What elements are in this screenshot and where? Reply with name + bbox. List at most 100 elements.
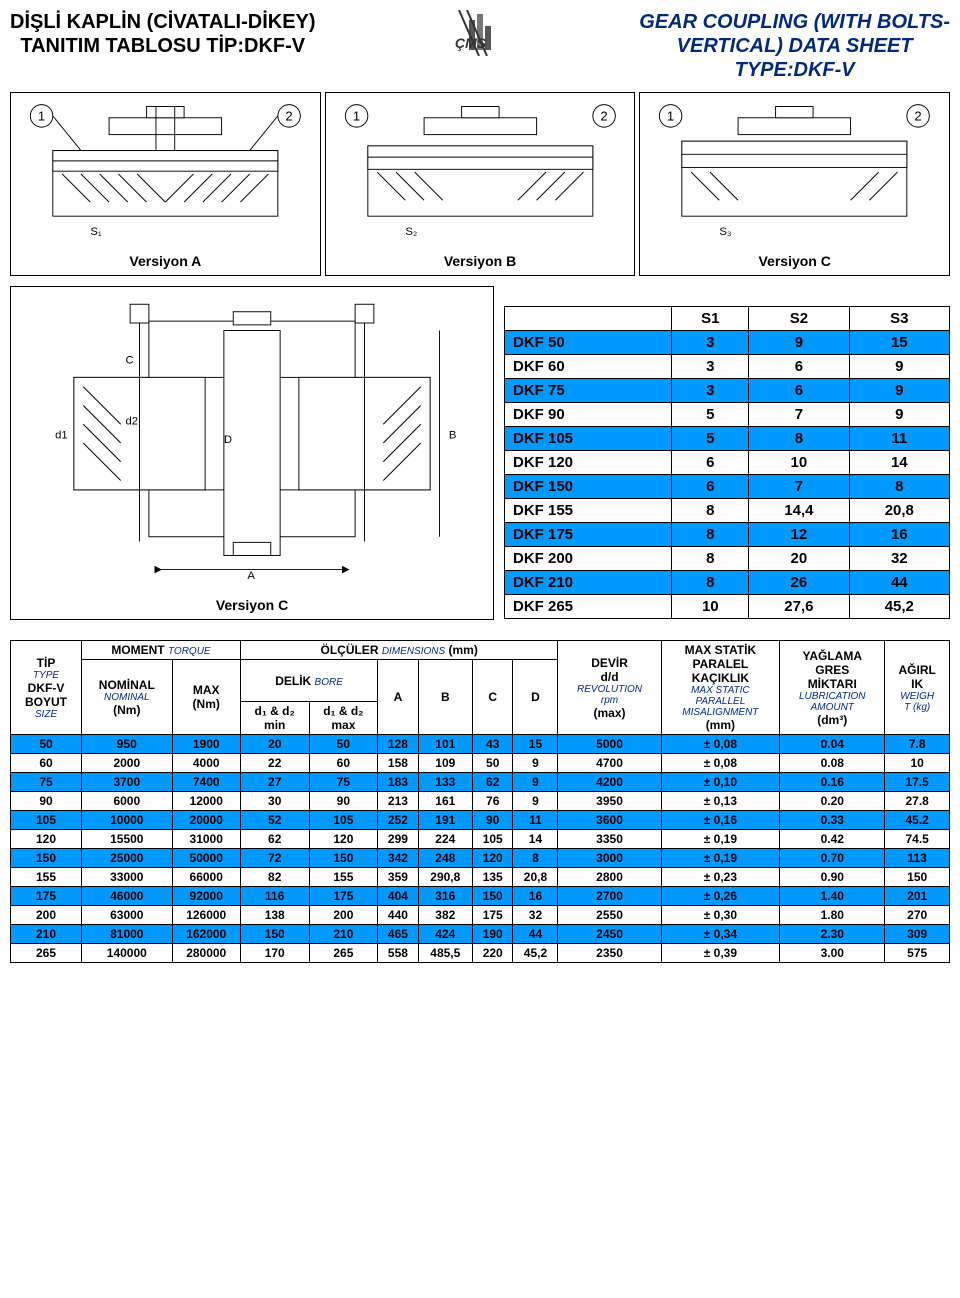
main-table-cell: 1.80: [780, 906, 885, 925]
main-table-cell: 138: [240, 906, 309, 925]
svg-text:2: 2: [285, 109, 292, 124]
version-a-label: Versiyon A: [129, 253, 201, 269]
s-table-cell: 8: [849, 475, 949, 499]
s-table-cell: 6: [672, 451, 749, 475]
main-table-cell: 201: [885, 887, 950, 906]
coupling-diagram-b-icon: 1 2 S₂: [332, 99, 629, 249]
s-table-cell: 20,8: [849, 499, 949, 523]
mid-section: C d1 d2 D B A Versiyon C S1 S2 S3 DKF 50…: [10, 286, 950, 620]
main-table-row: 1754600092000116175404316150162700± 0,26…: [11, 887, 950, 906]
main-table-cell: 210: [309, 925, 378, 944]
main-table-cell: ± 0,26: [661, 887, 780, 906]
hdr-D: D: [513, 660, 558, 735]
main-table-row: 10510000200005210525219190113600± 0,160.…: [11, 811, 950, 830]
main-table-cell: 424: [418, 925, 472, 944]
main-table-row: 753700740027751831336294200± 0,100.1617.…: [11, 773, 950, 792]
main-table-cell: 72: [240, 849, 309, 868]
hdr-misalign: MAX STATİK PARALEL KAÇIKLIK MAX STATIC P…: [661, 641, 780, 735]
svg-text:B: B: [449, 429, 457, 441]
s-table-cell: 8: [749, 427, 849, 451]
logo-icon: ÇMS: [449, 10, 505, 61]
s-table-blank: [505, 307, 672, 331]
main-table-cell: 270: [885, 906, 950, 925]
s-table-row: DKF 17581216: [505, 523, 950, 547]
title-right: GEAR COUPLING (WITH BOLTS- VERTICAL) DAT…: [639, 10, 950, 82]
s-table-row: DKF 90579: [505, 403, 950, 427]
main-table-cell: 46000: [82, 887, 173, 906]
main-table-cell: 3350: [558, 830, 661, 849]
s-table-cell: 12: [749, 523, 849, 547]
main-table-cell: 150: [240, 925, 309, 944]
s-table-h-s1: S1: [672, 307, 749, 331]
main-table-row: 155330006600082155359290,813520,82800± 0…: [11, 868, 950, 887]
main-table-cell: 60: [309, 754, 378, 773]
hdr-C: C: [472, 660, 512, 735]
main-table-cell: 485,5: [418, 944, 472, 963]
main-table-cell: 2.30: [780, 925, 885, 944]
s-table-cell: 5: [672, 403, 749, 427]
main-table-cell: 440: [378, 906, 418, 925]
s-table-row: DKF 12061014: [505, 451, 950, 475]
s-table-label: DKF 90: [505, 403, 672, 427]
main-table-cell: 11: [513, 811, 558, 830]
svg-text:S₃: S₃: [720, 226, 732, 238]
main-table-cell: 92000: [172, 887, 240, 906]
main-table-cell: 10: [885, 754, 950, 773]
s-table-label: DKF 175: [505, 523, 672, 547]
main-table-cell: 280000: [172, 944, 240, 963]
main-table-cell: 45.2: [885, 811, 950, 830]
svg-text:D: D: [224, 434, 232, 446]
hdr-lube: YAĞLAMA GRES MİKTARI LUBRICATION AMOUNT …: [780, 641, 885, 735]
s-table-cell: 9: [849, 403, 949, 427]
main-table-cell: 44: [513, 925, 558, 944]
s-table-label: DKF 60: [505, 355, 672, 379]
main-table-cell: 183: [378, 773, 418, 792]
main-table-cell: 9: [513, 792, 558, 811]
main-table-row: 20063000126000138200440382175322550± 0,3…: [11, 906, 950, 925]
s-table-cell: 3: [672, 379, 749, 403]
version-c-large-label: Versiyon C: [216, 597, 288, 613]
main-table-cell: 0.20: [780, 792, 885, 811]
main-table-cell: 200: [11, 906, 82, 925]
s-table-cell: 3: [672, 355, 749, 379]
s-table-cell: 44: [849, 571, 949, 595]
svg-text:S₂: S₂: [405, 226, 417, 238]
coupling-section-icon: C d1 d2 D B A: [17, 293, 487, 593]
s-table-label: DKF 150: [505, 475, 672, 499]
main-table-cell: 50: [11, 735, 82, 754]
s-table-label: DKF 120: [505, 451, 672, 475]
main-table-cell: ± 0,16: [661, 811, 780, 830]
version-b-label: Versiyon B: [444, 253, 516, 269]
main-table-cell: 120: [11, 830, 82, 849]
coupling-diagram-c-icon: 1 2 S₃: [646, 99, 943, 249]
main-table-row: 21081000162000150210465424190442450± 0,3…: [11, 925, 950, 944]
main-table-cell: 140000: [82, 944, 173, 963]
s-table-row: DKF 1055811: [505, 427, 950, 451]
main-table-cell: ± 0,39: [661, 944, 780, 963]
hdr-delik: DELİK BORE: [240, 660, 377, 702]
s-table-cell: 8: [672, 571, 749, 595]
hdr-tip: TİP TYPE DKF-V BOYUT SIZE: [11, 641, 82, 735]
main-table-cell: 9: [513, 754, 558, 773]
main-table-cell: 2700: [558, 887, 661, 906]
s-table-container: S1 S2 S3 DKF 503915DKF 60369DKF 75369DKF…: [504, 306, 950, 619]
hdr-olculer: ÖLÇÜLER DIMENSIONS (mm): [240, 641, 558, 660]
main-table-cell: 27: [240, 773, 309, 792]
s-table-cell: 9: [749, 331, 849, 355]
main-table-row: 15025000500007215034224812083000± 0,190.…: [11, 849, 950, 868]
main-table-cell: ± 0,19: [661, 830, 780, 849]
svg-text:2: 2: [600, 109, 607, 124]
main-table-cell: 316: [418, 887, 472, 906]
s-table-cell: 11: [849, 427, 949, 451]
s-table-row: DKF 503915: [505, 331, 950, 355]
main-table-cell: 155: [309, 868, 378, 887]
main-table-cell: 342: [378, 849, 418, 868]
main-table-cell: 950: [82, 735, 173, 754]
hdr-nominal: NOMİNAL NOMINAL (Nm): [82, 660, 173, 735]
main-table-cell: 14: [513, 830, 558, 849]
main-table-cell: 7400: [172, 773, 240, 792]
main-table-cell: 90: [472, 811, 512, 830]
hdr-moment: MOMENT TORQUE: [82, 641, 241, 660]
svg-text:ÇMS: ÇMS: [455, 35, 487, 51]
s-table-cell: 8: [672, 547, 749, 571]
